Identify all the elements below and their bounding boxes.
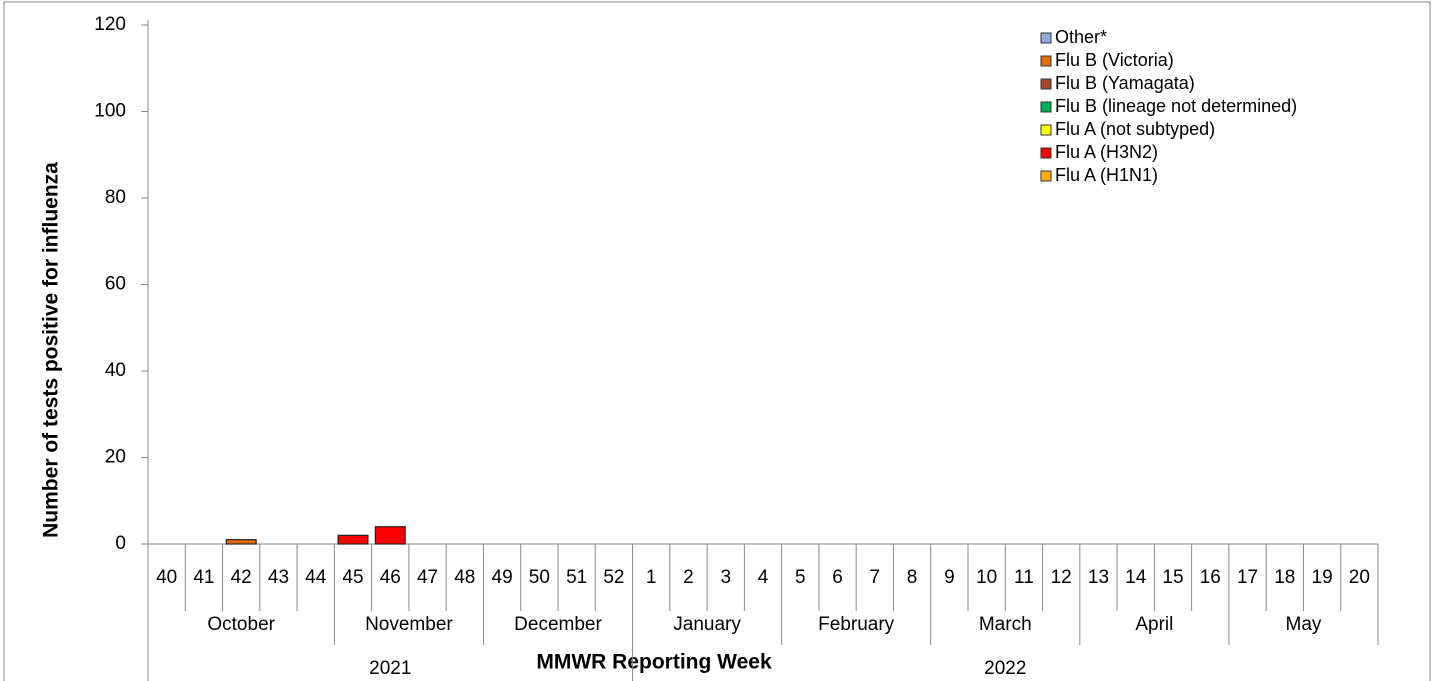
x-tick-label: 2 (683, 567, 694, 588)
legend-swatch (1040, 78, 1052, 90)
x-tick-label: 47 (417, 567, 438, 588)
y-tick-label: 80 (105, 187, 126, 208)
legend-label: Flu A (H1N1) (1055, 165, 1158, 185)
x-tick-label: 48 (454, 567, 475, 588)
legend-label: Flu A (not subtyped) (1055, 119, 1215, 139)
legend-swatch (1040, 147, 1052, 159)
legend-swatch (1040, 170, 1052, 182)
x-tick-label: 42 (231, 567, 252, 588)
legend-label: Flu B (lineage not determined) (1055, 96, 1297, 116)
bar-segment (225, 539, 257, 545)
x-tick-label: 8 (907, 567, 918, 588)
x-tick-label: 15 (1162, 567, 1183, 588)
x-tick-label: 7 (870, 567, 881, 588)
x-tick-label: 5 (795, 567, 806, 588)
legend-swatch (1040, 55, 1052, 67)
month-label: December (514, 614, 602, 635)
x-tick-label: 46 (380, 567, 401, 588)
y-tick-label: 20 (105, 447, 126, 468)
x-tick-label: 10 (976, 567, 997, 588)
x-tick-label: 51 (566, 567, 587, 588)
legend-label: Other* (1055, 27, 1107, 47)
x-tick-label: 17 (1237, 567, 1258, 588)
month-label: March (979, 614, 1032, 635)
x-tick-label: 1 (646, 567, 657, 588)
x-tick-label: 50 (529, 567, 550, 588)
y-tick-label: 120 (94, 14, 126, 35)
x-tick-label: 12 (1051, 567, 1072, 588)
month-label: January (673, 614, 741, 635)
x-tick-label: 43 (268, 567, 289, 588)
legend-swatch (1040, 101, 1052, 113)
x-tick-label: 14 (1125, 567, 1147, 588)
x-tick-label: 41 (193, 567, 214, 588)
y-tick-label: 40 (105, 360, 126, 381)
month-label: April (1135, 614, 1173, 635)
x-tick-label: 49 (492, 567, 513, 588)
x-axis-title: MMWR Reporting Week (536, 651, 772, 674)
x-tick-label: 20 (1349, 567, 1370, 588)
y-tick-label: 0 (115, 533, 126, 554)
x-tick-label: 44 (305, 567, 327, 588)
x-tick-label: 40 (156, 567, 177, 588)
year-label: 2021 (369, 658, 411, 679)
chart-frame (3, 1, 1431, 681)
x-tick-label: 9 (944, 567, 955, 588)
legend-label: Flu A (H3N2) (1055, 142, 1158, 162)
x-tick-label: 4 (758, 567, 769, 588)
month-label: October (207, 614, 275, 635)
x-tick-label: 16 (1200, 567, 1221, 588)
x-tick-label: 13 (1088, 567, 1109, 588)
month-label: May (1286, 614, 1322, 635)
x-tick-label: 6 (832, 567, 843, 588)
legend-swatch (1040, 124, 1052, 136)
y-tick-label: 100 (94, 101, 126, 122)
x-tick-label: 52 (603, 567, 624, 588)
x-tick-label: 18 (1274, 567, 1295, 588)
month-label: November (365, 614, 453, 635)
x-tick-label: 3 (720, 567, 731, 588)
legend-label: Flu B (Yamagata) (1055, 73, 1195, 93)
bar-segment (337, 534, 369, 545)
x-tick-label: 19 (1312, 567, 1333, 588)
y-axis-title: Number of tests positive for influenza (40, 162, 63, 538)
legend-swatch (1040, 32, 1052, 44)
month-label: February (818, 614, 895, 635)
legend-label: Flu B (Victoria) (1055, 50, 1174, 70)
bar-segment (374, 526, 406, 545)
x-tick-label: 45 (342, 567, 363, 588)
y-tick-label: 60 (105, 274, 126, 295)
x-tick-label: 11 (1014, 567, 1034, 588)
year-label: 2022 (984, 658, 1026, 679)
